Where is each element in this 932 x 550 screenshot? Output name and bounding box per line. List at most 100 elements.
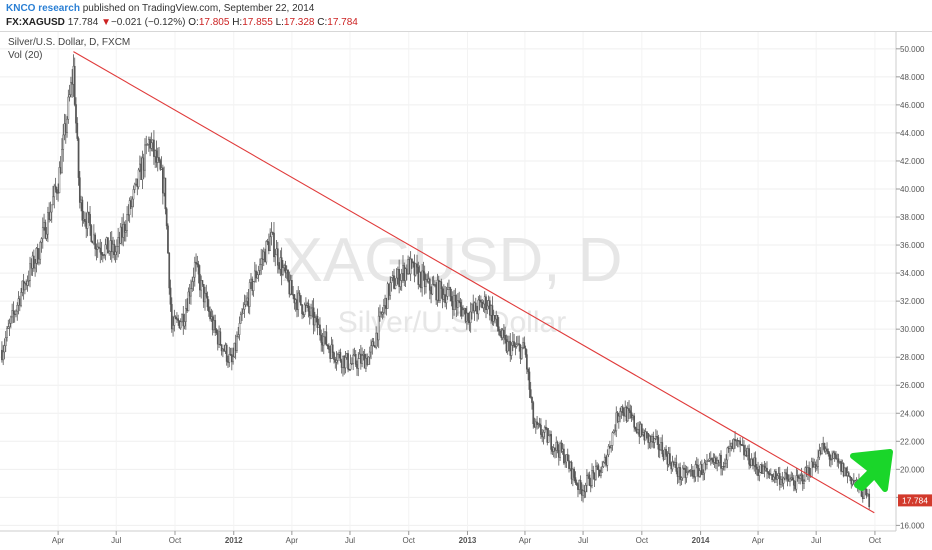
y-tick-label: 30.000 — [900, 325, 925, 334]
candle-body — [586, 475, 588, 486]
candle-body — [868, 493, 871, 508]
candle-body — [30, 263, 33, 269]
candle-body — [271, 232, 274, 234]
candle-body — [538, 423, 541, 426]
candle-body — [472, 304, 475, 312]
candle-body — [409, 258, 412, 275]
candle-body — [720, 454, 722, 469]
candle-body — [206, 296, 209, 308]
candle-body — [819, 450, 822, 454]
candle-body — [425, 279, 427, 287]
candle-body — [36, 247, 39, 264]
candle-body — [420, 272, 422, 289]
candle-body — [168, 252, 171, 289]
candle-body — [861, 496, 864, 499]
candle-body — [769, 474, 772, 476]
candle-body — [335, 360, 338, 363]
x-tick-label: Apr — [752, 536, 765, 545]
candle-body — [265, 241, 268, 263]
watermark-symbol: XAGUSD, D — [281, 226, 622, 295]
candle-body — [577, 484, 579, 490]
candle-body — [379, 311, 381, 317]
candle-body — [273, 232, 275, 258]
candle-body — [607, 446, 610, 456]
candle-body — [147, 139, 150, 145]
candle-body — [442, 294, 445, 300]
candle-body — [384, 297, 386, 306]
candle-body — [53, 185, 56, 198]
candle-body — [89, 214, 91, 226]
candle-body — [454, 294, 457, 302]
candle-body — [80, 199, 82, 203]
candle-body — [417, 266, 420, 285]
candle-body — [754, 457, 757, 468]
candle-body — [505, 339, 508, 352]
candle-body — [174, 316, 177, 319]
candle-body — [372, 341, 375, 347]
candle-body — [824, 448, 827, 452]
candle-body — [555, 442, 558, 451]
candle-body — [455, 301, 458, 308]
candle-body — [205, 292, 208, 297]
candle-body — [153, 139, 155, 157]
candle-body — [91, 241, 94, 244]
candle-body — [338, 352, 340, 355]
candle-body — [259, 264, 261, 271]
candle-body — [210, 316, 213, 320]
candle-body — [504, 335, 507, 340]
y-tick-label: 26.000 — [900, 381, 925, 390]
candle-body — [781, 479, 784, 484]
candle-body — [842, 463, 845, 477]
candle-body — [865, 489, 868, 497]
candle-body — [57, 192, 59, 194]
candle-body — [527, 368, 529, 373]
candle-body — [692, 470, 694, 477]
candle-body — [574, 477, 577, 483]
candle-body — [363, 354, 366, 369]
candle-body — [285, 269, 288, 274]
candle-body — [93, 234, 95, 244]
candle-body — [58, 167, 61, 194]
candle-body — [160, 167, 163, 170]
candle-body — [321, 342, 324, 346]
candle-body — [253, 270, 256, 282]
candle-body — [340, 360, 343, 368]
candle-body — [537, 423, 540, 425]
candle-body — [831, 458, 833, 460]
candle-body — [25, 283, 28, 286]
candle-body — [823, 442, 826, 452]
candle-body — [540, 424, 542, 435]
candle-body — [49, 211, 52, 220]
candle-body — [630, 412, 633, 419]
candle-body — [445, 296, 448, 304]
trendline[interactable] — [73, 51, 875, 514]
candle-body — [397, 268, 399, 279]
candle-body — [193, 261, 196, 278]
time-axis[interactable]: Apr Jul Oct 2012 Apr Jul Oct 2013 Apr Jul Oct 2014 A… — [52, 531, 882, 545]
price-axis[interactable]: 16.00018.00020.00022.00024.00026.00028.0… — [896, 45, 925, 531]
candle-body — [329, 349, 332, 359]
candle-body — [17, 298, 20, 306]
candle-body — [660, 442, 662, 451]
candle-body — [726, 447, 729, 461]
candle-body — [511, 341, 514, 346]
candle-body — [855, 479, 858, 482]
x-tick-label: Oct — [169, 536, 182, 545]
candle-body — [662, 453, 665, 460]
candle-body — [223, 348, 226, 352]
candle-body — [808, 467, 810, 476]
low-label: L: — [275, 17, 284, 28]
y-tick-label: 24.000 — [900, 409, 925, 418]
candle-body — [201, 280, 204, 285]
candle-body — [24, 283, 26, 291]
candle-body — [403, 265, 406, 281]
candle-body — [628, 408, 630, 411]
candle-body — [792, 479, 795, 486]
candle-body — [260, 258, 263, 265]
candle-body — [306, 303, 309, 306]
author-link[interactable]: KNCO research — [6, 3, 80, 14]
candle-body — [845, 467, 848, 476]
y-tick-label: 36.000 — [900, 241, 925, 250]
candle-body — [405, 268, 408, 275]
